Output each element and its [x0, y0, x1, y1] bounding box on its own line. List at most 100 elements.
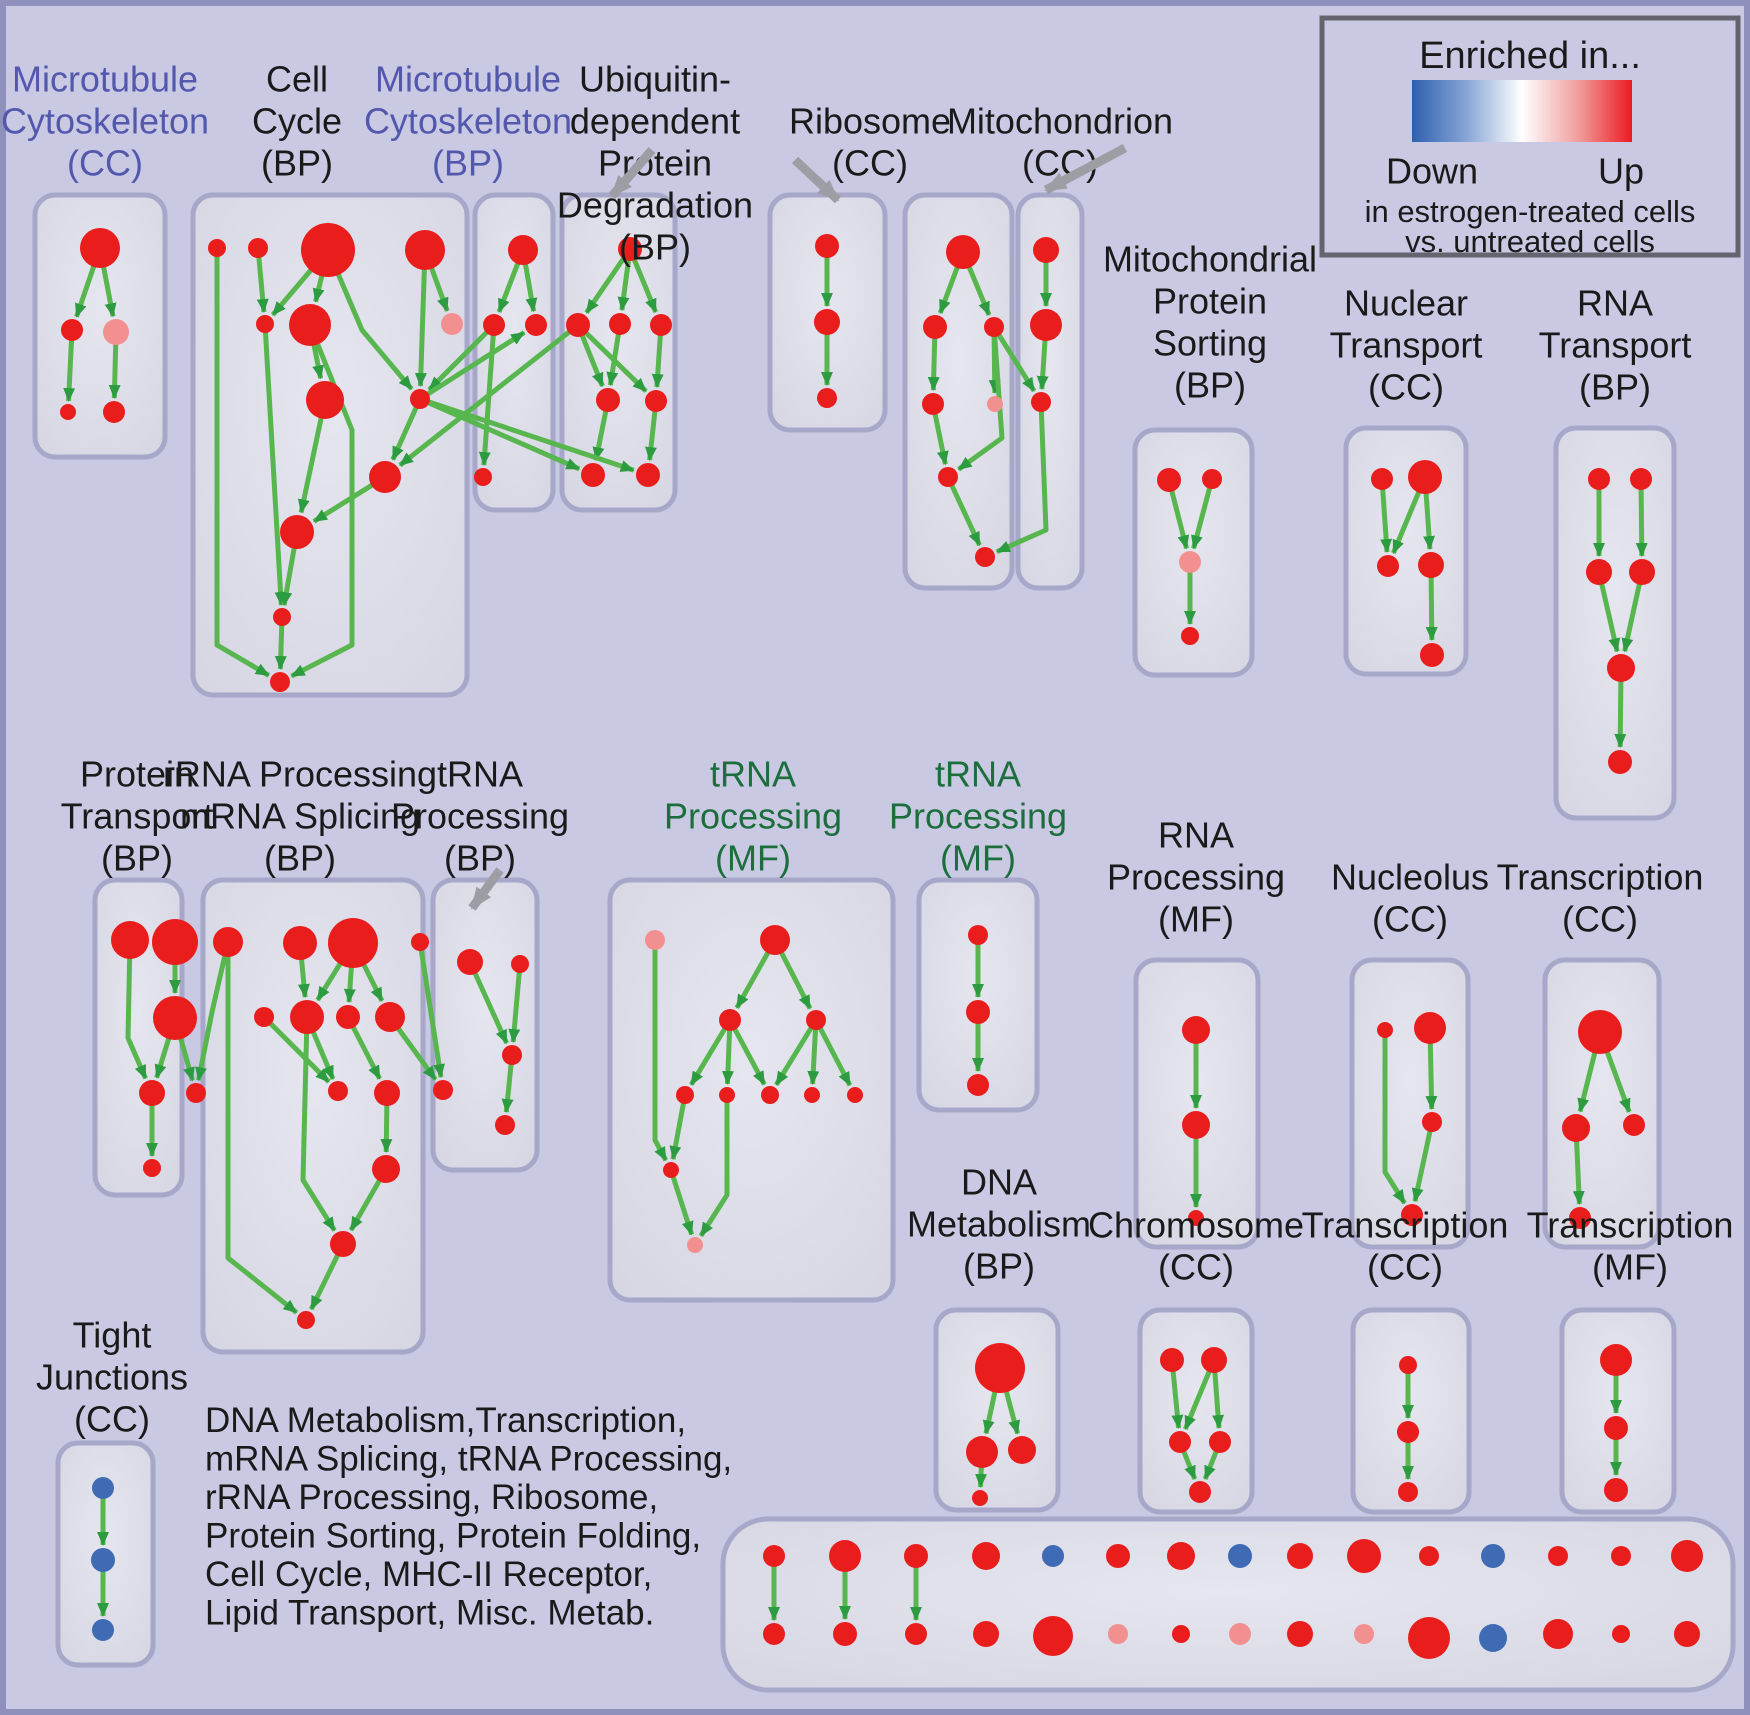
node-ribosome-cc-1 — [923, 315, 947, 339]
node-misc-strip-7 — [973, 1621, 999, 1647]
node-ribosome-cc-0 — [946, 235, 980, 269]
node-tight-junctions-cc-1 — [91, 1548, 115, 1572]
footnote-line: Lipid Transport, Misc. Metab. — [205, 1594, 654, 1633]
group-label-rna-transport-bp: Transport — [1539, 325, 1692, 366]
group-label-rna-transport-bp: (BP) — [1579, 367, 1651, 408]
footnote-line: rRNA Processing, Ribosome, — [205, 1478, 658, 1517]
group-label-trna-processing-mf-1: tRNA — [710, 754, 796, 795]
callout-arrow-icon — [608, 147, 656, 199]
group-label-transcription-mf: Transcription — [1527, 1205, 1734, 1246]
node-transcription-cc-lower-2 — [1398, 1482, 1418, 1502]
legend-title: Enriched in... — [1419, 35, 1641, 77]
group-label-rna-processing-mf: (MF) — [1158, 899, 1234, 940]
group-box-ribosome-cc — [902, 192, 1015, 591]
node-rrna-processing-mrna-splicing-bp-0 — [213, 927, 243, 957]
node-nuclear-transport-cc-4 — [1420, 643, 1444, 667]
group-label-ubiquitin-label: (BP) — [619, 227, 691, 268]
node-rna-processing-mf-0 — [1182, 1016, 1210, 1044]
callout-arrow-icon — [468, 867, 504, 911]
node-trna-processing-bp-0 — [457, 949, 483, 975]
node-microtubule-cytoskeleton-cc-0 — [80, 228, 120, 268]
node-misc-strip-17 — [1287, 1621, 1313, 1647]
group-label-trna-processing-mf-1: Processing — [664, 796, 842, 837]
group-label-ribosome-cc: (CC) — [832, 143, 908, 184]
node-protein-transport-bp-5 — [143, 1159, 161, 1177]
node-dna-metabolism-bp-2 — [1008, 1436, 1036, 1464]
edge-cross — [418, 396, 581, 472]
node-rrna-processing-mrna-splicing-bp-4 — [254, 1007, 274, 1027]
group-label-transcription-cc-lower: Transcription — [1302, 1205, 1509, 1246]
node-protein-transport-bp-2 — [153, 996, 197, 1040]
group-label-microtubule-cytoskeleton-cc: Microtubule — [12, 59, 198, 100]
node-trna-processing-mf-1-10 — [687, 1237, 703, 1253]
edge-cell-cycle — [255, 247, 269, 314]
node-misc-strip-29 — [1674, 1621, 1700, 1647]
node-ribosome-cc-4 — [987, 396, 1003, 412]
callout-arrow-icon — [791, 156, 842, 204]
node-misc-strip-22 — [1481, 1544, 1505, 1568]
footnote-line: mRNA Splicing, tRNA Processing, — [205, 1440, 732, 1479]
group-label-nucleolus-cc: Nucleolus — [1331, 857, 1489, 898]
node-ubiquitin-2-2 — [817, 388, 837, 408]
group-label-trna-processing-bp: Processing — [391, 796, 569, 837]
node-protein-transport-bp-1 — [152, 919, 198, 965]
edge-rrna-processing-mrna-splicing-bp — [300, 1016, 337, 1232]
node-transcription-cc-upper-2 — [1623, 1114, 1645, 1136]
node-rrna-processing-mrna-splicing-bp-3 — [411, 933, 429, 951]
node-transcription-cc-upper-0 — [1578, 1010, 1622, 1054]
node-chromosome-cc-3 — [1209, 1431, 1231, 1453]
edge-rrna-processing-mrna-splicing-bp — [262, 1015, 331, 1084]
node-protein-transport-bp-3 — [139, 1080, 165, 1106]
group-label-mitochondrial-protein-sorting-bp: Protein — [1153, 281, 1267, 322]
node-trna-processing-mf-1-9 — [663, 1162, 679, 1178]
node-rrna-processing-mrna-splicing-bp-5 — [290, 1000, 324, 1034]
edge-ubiquitin-1 — [584, 247, 633, 315]
node-rna-processing-mf-2 — [1188, 1210, 1204, 1226]
node-nuclear-transport-cc-2 — [1377, 555, 1399, 577]
group-label-tight-junctions-cc: (CC) — [74, 1399, 150, 1440]
group-label-rna-transport-bp: RNA — [1577, 283, 1653, 324]
group-label-microtubule-cytoskeleton-bp: Cytoskeleton — [364, 101, 572, 142]
group-label-mitochondrion-cc: (CC) — [1022, 143, 1098, 184]
node-rrna-processing-mrna-splicing-bp-11 — [330, 1231, 356, 1257]
node-trna-processing-mf-1-3 — [806, 1010, 826, 1030]
group-label-ubiquitin-label: Degradation — [557, 185, 753, 226]
edge-nuclear-transport-cc — [1379, 478, 1393, 554]
node-misc-strip-1 — [763, 1623, 785, 1645]
node-ubiquitin-1-0 — [618, 237, 642, 261]
node-rrna-processing-mrna-splicing-bp-12 — [297, 1311, 315, 1329]
node-chromosome-cc-2 — [1169, 1431, 1191, 1453]
node-trna-processing-mf-2-2 — [967, 1074, 989, 1096]
node-rna-transport-bp-5 — [1608, 750, 1632, 774]
node-misc-strip-14 — [1228, 1544, 1252, 1568]
node-ubiquitin-1-1 — [566, 313, 590, 337]
group-box-dna-metabolism-bp — [933, 1307, 1061, 1513]
edge-trna-processing-mf-1 — [727, 1018, 767, 1086]
node-dna-metabolism-bp-3 — [972, 1490, 988, 1506]
edge-cross — [991, 325, 1037, 393]
group-label-trna-processing-mf-1: (MF) — [715, 838, 791, 879]
edge-cell-cycle — [414, 249, 428, 388]
legend-gradient-bar — [1412, 80, 1632, 142]
group-label-rrna-processing-mrna-splicing-bp: (BP) — [264, 838, 336, 879]
node-ribosome-cc-2 — [984, 317, 1004, 337]
group-label-trna-processing-bp: (BP) — [444, 838, 516, 879]
edge-trna-processing-bp — [467, 960, 509, 1045]
edge-trna-processing-mf-1 — [652, 940, 669, 1162]
node-misc-strip-13 — [1172, 1625, 1190, 1643]
node-microtubule-cytoskeleton-bp-0 — [508, 235, 538, 265]
node-misc-strip-21 — [1408, 1617, 1450, 1659]
node-ubiquitin-1-4 — [596, 388, 620, 412]
node-trna-processing-bp-1 — [511, 955, 529, 973]
node-trna-processing-mf-1-4 — [676, 1086, 694, 1104]
edge-ubiquitin-1 — [576, 323, 648, 394]
node-ubiquitin-1-5 — [645, 390, 667, 412]
edge-trna-processing-mf-1 — [669, 1094, 688, 1161]
node-cell-cycle-12 — [270, 672, 290, 692]
edge-rna-transport-bp — [1621, 571, 1645, 653]
group-label-trna-processing-bp: tRNA — [437, 754, 523, 795]
edge-trna-processing-mf-1 — [813, 1018, 853, 1087]
node-chromosome-cc-4 — [1189, 1481, 1211, 1503]
node-misc-strip-8 — [1042, 1545, 1064, 1567]
